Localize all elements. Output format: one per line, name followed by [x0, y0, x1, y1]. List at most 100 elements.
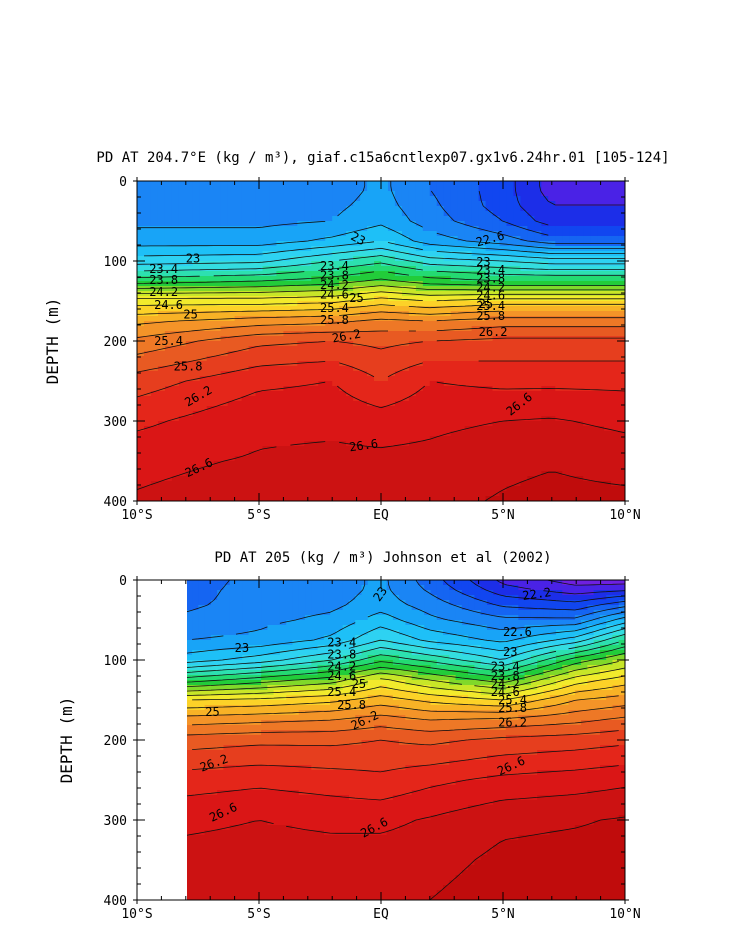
- contour-fill-cell: [555, 476, 563, 482]
- contour-fill-cell: [562, 436, 570, 442]
- contour-fill-cell: [485, 381, 494, 387]
- contour-fill-cell: [464, 226, 473, 232]
- contour-fill-cell: [304, 336, 312, 342]
- contour-fill-cell: [471, 221, 480, 227]
- contour-fill-cell: [346, 486, 354, 492]
- contour-fill-cell: [429, 466, 438, 472]
- contour-fill-cell: [346, 276, 354, 282]
- contour-fill-cell: [590, 346, 598, 352]
- contour-fill-cell: [178, 331, 187, 337]
- contour-fill-cell: [415, 401, 424, 407]
- contour-fill-cell: [381, 416, 389, 422]
- contour-fill-cell: [346, 431, 354, 437]
- contour-fill-cell: [513, 421, 522, 427]
- contour-fill-cell: [279, 590, 287, 596]
- contour-fill-cell: [583, 286, 591, 292]
- contour-fill-cell: [527, 261, 535, 267]
- contour-fill-cell: [611, 371, 619, 377]
- contour-fill-cell: [283, 241, 291, 247]
- contour-fill-cell: [576, 491, 584, 497]
- contour-fill-cell: [513, 436, 522, 442]
- contour-fill-cell: [415, 486, 424, 492]
- contour-fill-cell: [611, 466, 619, 472]
- contour-fill-cell: [408, 346, 417, 352]
- contour-fill-cell: [318, 466, 326, 472]
- contour-fill-cell: [185, 341, 194, 347]
- contour-fill-cell: [387, 216, 396, 222]
- contour-fill-cell: [417, 590, 425, 596]
- contour-fill-cell: [436, 236, 445, 242]
- contour-fill-cell: [143, 461, 152, 467]
- contour-fill-cell: [332, 391, 340, 397]
- contour-fill-cell: [325, 236, 333, 242]
- contour-label: 23.8: [320, 268, 349, 282]
- contour-fill-cell: [604, 271, 612, 277]
- contour-fill-cell: [604, 286, 612, 292]
- contour-fill-cell: [485, 456, 494, 462]
- contour-fill-cell: [367, 391, 375, 397]
- contour-fill-cell: [339, 346, 347, 352]
- contour-fill-cell: [332, 206, 340, 212]
- contour-fill-cell: [374, 291, 382, 297]
- contour-fill-cell: [415, 461, 424, 467]
- contour-fill-cell: [387, 366, 396, 372]
- contour-fill-cell: [555, 331, 563, 337]
- contour-fill-cell: [367, 271, 375, 277]
- contour-fill-cell: [513, 306, 522, 312]
- contour-fill-cell: [262, 336, 271, 342]
- contour-fill-cell: [178, 196, 187, 202]
- contour-fill-cell: [401, 331, 410, 337]
- contour-fill-cell: [576, 316, 584, 322]
- panel-model-contour-lines: [137, 181, 625, 501]
- contour-fill-cell: [311, 411, 319, 417]
- contour-fill-cell: [513, 451, 522, 457]
- contour-fill-cell: [499, 196, 508, 202]
- contour-fill-cell: [297, 366, 305, 372]
- contour-fill-cell: [199, 451, 208, 457]
- contour-fill-cell: [339, 496, 347, 501]
- contour-fill-cell: [171, 286, 180, 292]
- contour-fill-cell: [569, 401, 577, 407]
- contour-fill-cell: [569, 496, 577, 501]
- contour-fill-cell: [318, 331, 326, 337]
- contour-fill-cell: [583, 476, 591, 482]
- contour-fill-cell: [304, 271, 312, 277]
- contour-fill-cell: [478, 326, 487, 332]
- contour-fill-cell: [520, 446, 528, 452]
- contour-fill-cell: [604, 321, 612, 327]
- contour-fill-cell: [143, 431, 152, 437]
- contour-fill-cell: [436, 411, 445, 417]
- contour-fill-cell: [164, 461, 173, 467]
- contour-fill-cell: [178, 476, 187, 482]
- contour-fill-cell: [590, 196, 598, 202]
- contour-fill-cell: [499, 321, 508, 327]
- contour-fill-cell: [234, 486, 243, 492]
- contour-fill-cell: [269, 221, 278, 227]
- contour-fill-cell: [583, 291, 591, 297]
- contour-fill-cell: [408, 381, 417, 387]
- contour-fill-cell: [178, 391, 187, 397]
- contour-fill-cell: [597, 191, 605, 197]
- contour-fill-cell: [408, 486, 417, 492]
- contour-fill-cell: [192, 276, 201, 282]
- contour-fill-cell: [283, 221, 291, 227]
- contour-fill-cell: [318, 366, 326, 372]
- contour-fill-cell: [485, 346, 494, 352]
- contour-fill-cell: [311, 406, 319, 412]
- contour-fill-cell: [360, 321, 368, 327]
- contour-fill-cell: [450, 411, 459, 417]
- contour-fill-cell: [429, 356, 438, 362]
- contour-fill-cell: [339, 371, 347, 377]
- contour-fill-cell: [276, 466, 284, 472]
- contour-fill-cell: [185, 436, 194, 442]
- contour-fill-cell: [199, 346, 208, 352]
- contour-fill-cell: [583, 336, 591, 342]
- contour-fill-cell: [520, 251, 528, 257]
- contour-fill-cell: [339, 416, 347, 422]
- contour-fill-cell: [353, 251, 361, 257]
- contour-fill-cell: [430, 580, 438, 586]
- contour-line: [137, 417, 625, 490]
- contour-fill-cell: [318, 481, 326, 487]
- contour-fill-cell: [178, 431, 187, 437]
- contour-fill-cell: [262, 286, 271, 292]
